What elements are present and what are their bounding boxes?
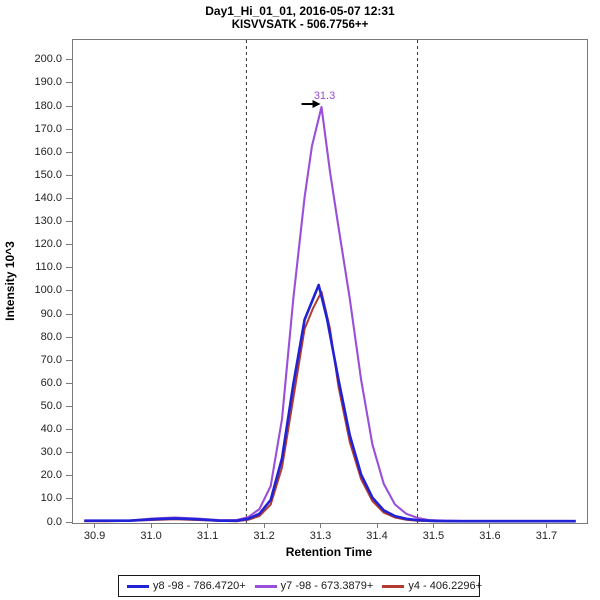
y-tickmark <box>66 82 72 84</box>
y-tickmark <box>66 197 72 199</box>
x-tickmark <box>263 523 265 528</box>
x-tick-label: 31.7 <box>535 530 558 542</box>
y-tick-label: 0.0 <box>46 515 62 528</box>
y-tickmark <box>66 452 72 454</box>
y-tickmark <box>66 429 72 431</box>
chart-subtitle: KISVVSATK - 506.7756++ <box>231 19 369 31</box>
series-line-y7 <box>84 105 576 522</box>
x-tick-label: 31.2 <box>253 530 275 542</box>
legend-swatch-y7 <box>254 584 277 588</box>
y-tickmark <box>66 405 72 407</box>
x-tick-label: 31.5 <box>422 530 445 542</box>
legend-item-y8: y8 -98 - 786.4720+ <box>127 580 246 592</box>
y-tickmark <box>66 290 72 292</box>
y-tickmark <box>66 475 72 477</box>
y-tickmark <box>66 382 72 384</box>
y-tickmark <box>66 59 72 61</box>
y-tick-label: 110.0 <box>35 261 62 274</box>
legend-swatch-y8 <box>127 584 149 588</box>
plot-area[interactable]: 31.3 <box>72 39 588 524</box>
y-tickmark <box>66 336 72 338</box>
x-tickmark <box>207 523 209 528</box>
y-tick-label: 40.0 <box>40 423 62 436</box>
y-tick-label: 130.0 <box>34 215 62 228</box>
x-tickmark <box>545 523 547 528</box>
y-tick-label: 190.0 <box>34 76 62 89</box>
y-tick-label: 140.0 <box>34 191 62 204</box>
x-tick-label: 30.9 <box>83 530 106 542</box>
legend-label-y4: y4 - 406.2296+ <box>408 580 483 592</box>
y-tick-label: 150.0 <box>34 168 62 181</box>
chromatogram-svg[interactable]: 31.3 <box>73 40 587 523</box>
y-tickmark <box>66 221 72 223</box>
y-tick-label: 100.0 <box>34 284 62 297</box>
x-tickmark <box>94 523 96 528</box>
legend-label-y7: y7 -98 - 673.3879+ <box>280 580 374 592</box>
y-tick-label: 30.0 <box>40 446 62 459</box>
x-tick-label: 31.4 <box>366 530 388 542</box>
x-tickmark <box>320 523 322 528</box>
y-tick-label: 80.0 <box>40 330 62 343</box>
y-tick-label: 120.0 <box>34 238 62 251</box>
peak-rt-annotation[interactable]: 31.3 <box>314 90 335 102</box>
y-tickmark <box>66 359 72 361</box>
y-tickmark <box>66 244 72 246</box>
legend-label-y8: y8 -98 - 786.4720+ <box>153 580 246 592</box>
y-tickmark <box>66 174 72 176</box>
y-tickmark <box>66 151 72 153</box>
y-tickmark <box>66 313 72 315</box>
chart-title: Day1_Hi_01_01, 2016-05-07 12:31 <box>205 4 395 18</box>
y-tick-label: 70.0 <box>40 353 62 366</box>
x-tick-label: 31.1 <box>196 530 219 542</box>
peak-arrow-icon <box>312 100 321 109</box>
y-tick-label: 10.0 <box>40 492 62 505</box>
y-tick-label: 50.0 <box>40 399 62 412</box>
y-tick-label: 160.0 <box>34 145 62 158</box>
y-tick-label: 200.0 <box>34 53 62 66</box>
y-tickmark <box>66 128 72 130</box>
legend-swatch-y4 <box>382 584 405 588</box>
x-axis-label: Retention Time <box>285 545 373 559</box>
legend: y8 -98 - 786.4720+ y7 -98 - 673.3879+ y4… <box>118 575 482 597</box>
y-tick-label: 170.0 <box>34 122 62 135</box>
y-tickmark <box>66 498 72 500</box>
series-line-y8 <box>84 283 576 523</box>
y-tickmark <box>66 105 72 107</box>
legend-item-y7: y7 -98 - 673.3879+ <box>254 580 374 592</box>
x-tickmark <box>432 523 434 528</box>
series-line-y4 <box>84 290 576 523</box>
y-tickmark <box>66 267 72 269</box>
x-tick-label: 31.0 <box>140 530 162 542</box>
legend-item-y4: y4 - 406.2296+ <box>382 580 482 592</box>
y-tick-label: 180.0 <box>34 99 62 112</box>
x-tickmark <box>489 523 491 528</box>
x-tick-label: 31.3 <box>309 530 332 542</box>
x-tickmark <box>376 523 378 528</box>
y-tick-label: 20.0 <box>40 469 62 482</box>
x-tickmark <box>150 523 152 528</box>
y-tickmark <box>66 521 72 523</box>
y-tick-label: 90.0 <box>40 307 62 320</box>
y-tick-label: 60.0 <box>40 376 62 389</box>
x-tick-label: 31.6 <box>479 530 501 542</box>
